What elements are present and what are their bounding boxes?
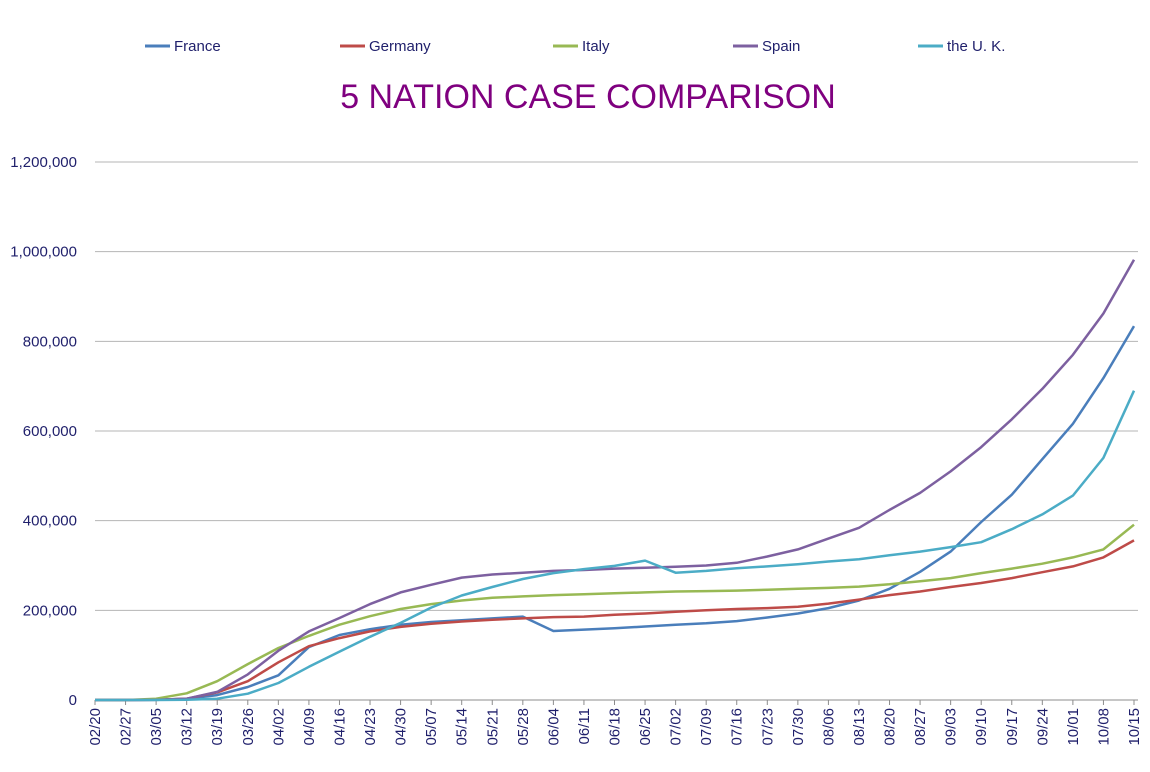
x-tick-label: 06/04 bbox=[545, 708, 562, 746]
x-tick-label: 05/07 bbox=[423, 708, 440, 746]
x-tick-label: 07/09 bbox=[698, 708, 715, 746]
series-line-france bbox=[95, 325, 1136, 702]
legend-label: the U. K. bbox=[947, 38, 1005, 55]
x-tick-label: 08/06 bbox=[820, 708, 837, 746]
x-tick-label: 03/05 bbox=[148, 708, 165, 746]
x-tick-label: 09/10 bbox=[973, 708, 990, 746]
legend-label: Germany bbox=[369, 38, 431, 55]
y-tick-label: 1,200,000 bbox=[10, 154, 77, 171]
x-tick-label: 09/24 bbox=[1034, 708, 1051, 746]
x-tick-label: 03/26 bbox=[240, 708, 257, 746]
x-tick-label: 04/09 bbox=[301, 708, 318, 746]
x-tick-label: 03/12 bbox=[179, 708, 196, 746]
y-tick-label: 600,000 bbox=[23, 423, 77, 440]
chart-legend: France Germany Italy Spain the U. K. bbox=[145, 38, 1005, 55]
x-tick-label: 04/30 bbox=[393, 708, 410, 746]
x-tick-label: 09/17 bbox=[1004, 708, 1021, 746]
y-tick-label: 800,000 bbox=[23, 333, 77, 350]
x-tick-label: 03/19 bbox=[209, 708, 226, 746]
series-line-spain bbox=[95, 259, 1136, 702]
x-tick-label: 06/25 bbox=[637, 708, 654, 746]
x-axis: 02/20 02/27 03/05 03/12 03/19 03/26 04/02 04/09… bbox=[87, 700, 1143, 746]
x-tick-label: 07/16 bbox=[729, 708, 746, 746]
x-tick-label: 08/20 bbox=[882, 708, 899, 746]
y-axis-ticks: 0 200,000 400,000 600,000 800,000 1,000,000 1,… bbox=[10, 154, 77, 709]
x-tick-label: 06/18 bbox=[607, 708, 624, 746]
series-line-italy bbox=[95, 523, 1135, 702]
x-tick-label: 04/16 bbox=[331, 708, 348, 746]
x-tick-label: 02/27 bbox=[118, 708, 135, 746]
x-tick-label: 05/28 bbox=[515, 708, 532, 746]
x-tick-label: 06/11 bbox=[576, 708, 593, 744]
x-tick-label: 07/30 bbox=[790, 708, 807, 746]
y-tick-label: 0 bbox=[69, 692, 77, 709]
legend-label: France bbox=[174, 38, 221, 55]
series-lines bbox=[95, 259, 1136, 702]
x-tick-label: 10/01 bbox=[1065, 708, 1082, 746]
x-tick-label: 10/15 bbox=[1126, 708, 1143, 746]
chart-title: 5 NATION CASE COMPARISON bbox=[340, 78, 836, 116]
legend-label: Italy bbox=[582, 38, 610, 55]
legend-label: Spain bbox=[762, 38, 800, 55]
series-line-germany bbox=[95, 539, 1135, 702]
x-tick-label: 10/08 bbox=[1095, 708, 1112, 746]
x-tick-label: 07/23 bbox=[759, 708, 776, 746]
x-tick-label: 08/13 bbox=[851, 708, 868, 746]
x-tick-label: 04/02 bbox=[270, 708, 287, 746]
x-tick-label: 09/03 bbox=[943, 708, 960, 746]
series-line-the-u-k bbox=[95, 390, 1136, 702]
y-tick-label: 200,000 bbox=[23, 602, 77, 619]
x-tick-label: 05/14 bbox=[454, 708, 471, 746]
x-tick-label: 07/02 bbox=[668, 708, 685, 746]
x-tick-label: 05/21 bbox=[484, 708, 501, 746]
x-tick-label: 08/27 bbox=[912, 708, 929, 746]
gridlines bbox=[95, 161, 1138, 701]
x-tick-label: 04/23 bbox=[362, 708, 379, 746]
y-tick-label: 1,000,000 bbox=[10, 244, 77, 261]
x-tick-label: 02/20 bbox=[87, 708, 104, 746]
y-tick-label: 400,000 bbox=[23, 513, 77, 530]
